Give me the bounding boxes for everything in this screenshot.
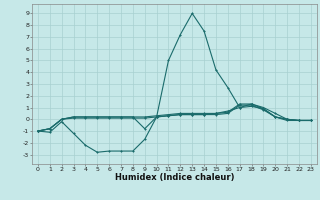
X-axis label: Humidex (Indice chaleur): Humidex (Indice chaleur) [115,173,234,182]
